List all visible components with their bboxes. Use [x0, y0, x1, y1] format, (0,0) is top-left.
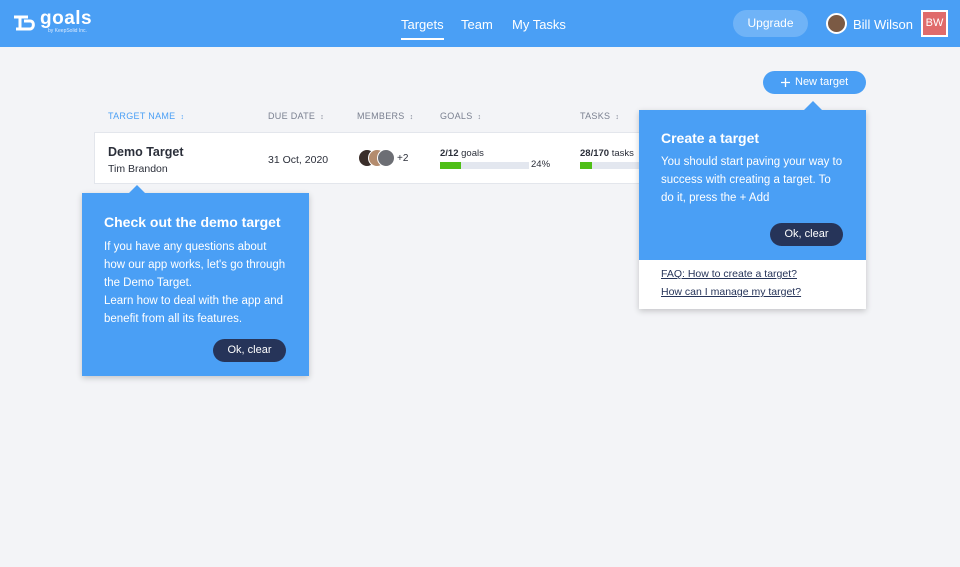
- tooltip-body: Create a target You should start paving …: [639, 110, 866, 260]
- column-label: MEMBERS: [357, 111, 405, 121]
- tooltip-create: Create a target You should start paving …: [639, 101, 866, 309]
- tooltip-text: If you have any questions about how our …: [104, 241, 286, 289]
- logo: goals: [40, 8, 93, 29]
- members-extra: +2: [397, 153, 409, 164]
- member-avatar: [377, 149, 395, 167]
- goals-percent: 24%: [531, 159, 551, 170]
- tooltip-arrow: [128, 185, 146, 194]
- column-header[interactable]: TASKS ↕: [580, 111, 620, 121]
- user-name[interactable]: Bill Wilson: [853, 17, 913, 32]
- column-label: DUE DATE: [268, 111, 316, 121]
- column-label: TARGET NAME: [108, 111, 176, 121]
- new-target-button[interactable]: New target: [763, 71, 866, 94]
- goals-count: 2/12 goals: [440, 148, 484, 159]
- logo-icon: [14, 15, 35, 31]
- user-avatar[interactable]: [826, 13, 847, 34]
- table-row[interactable]: Demo Target Tim Brandon 31 Oct, 2020 +2 …: [94, 132, 654, 184]
- goals-unit: goals: [461, 148, 484, 159]
- goals-fraction: 2/12: [440, 148, 459, 159]
- tasks-progress-fill: [580, 162, 592, 169]
- plus-icon: [781, 78, 790, 87]
- tasks-fraction: 28/170: [580, 148, 610, 159]
- goals-progress-fill: [440, 162, 462, 169]
- tasks-progress-track: [580, 162, 650, 169]
- ok-button[interactable]: Ok, clear: [213, 339, 286, 362]
- upgrade-button[interactable]: Upgrade: [733, 10, 808, 37]
- nav-item[interactable]: My Tasks: [512, 17, 566, 32]
- column-label: TASKS: [580, 111, 611, 121]
- ok-button[interactable]: Ok, clear: [770, 223, 843, 246]
- tooltip-title: Check out the demo target: [104, 214, 281, 230]
- column-label: GOALS: [440, 111, 473, 121]
- button-label: New target: [795, 76, 849, 88]
- faq-link[interactable]: How can I manage my target?: [661, 286, 802, 298]
- tooltip-demo: Check out the demo target If you have an…: [82, 185, 309, 376]
- target-name: Demo Target: [108, 145, 184, 159]
- tooltip-text: You should start paving your way to succ…: [661, 156, 843, 204]
- faq-link[interactable]: FAQ: How to create a target?: [661, 268, 797, 280]
- tooltip-text: Learn how to deal with the app and benef…: [104, 295, 284, 325]
- target-owner: Tim Brandon: [108, 163, 168, 175]
- goals-progress-track: [440, 162, 529, 169]
- tasks-count: 28/170 tasks: [580, 148, 634, 159]
- column-header[interactable]: TARGET NAME ↕: [108, 111, 185, 121]
- logo-sub: by KeepSolid Inc.: [48, 28, 87, 34]
- tooltip-title: Create a target: [661, 130, 760, 146]
- tasks-unit: tasks: [611, 148, 634, 159]
- nav-item[interactable]: Team: [461, 17, 493, 32]
- column-header[interactable]: MEMBERS ↕: [357, 111, 414, 121]
- tooltip-arrow: [804, 101, 822, 110]
- due-date: 31 Oct, 2020: [268, 154, 329, 166]
- column-header[interactable]: DUE DATE ↕: [268, 111, 325, 121]
- nav-item[interactable]: Targets: [401, 17, 444, 40]
- header: goals by KeepSolid Inc. Targets Team My …: [0, 0, 960, 47]
- column-header[interactable]: GOALS ↕: [440, 111, 482, 121]
- user-initials[interactable]: BW: [921, 10, 948, 37]
